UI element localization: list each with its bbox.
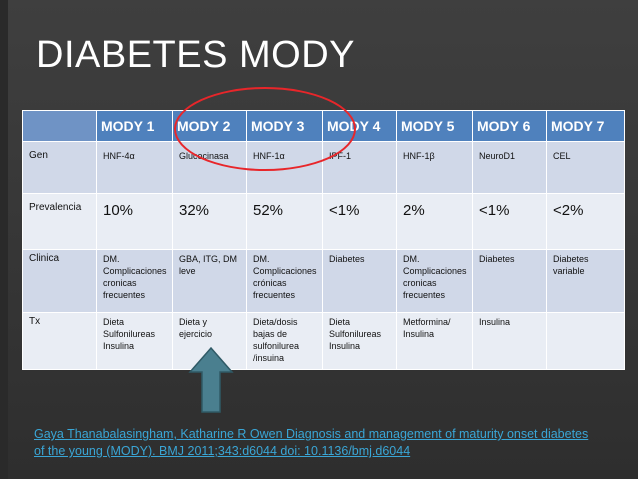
left-accent-bar bbox=[0, 0, 8, 479]
table-cell: 2% bbox=[396, 193, 473, 250]
highlight-circle bbox=[174, 87, 356, 171]
row-label: Gen bbox=[22, 141, 97, 194]
table-cell: HNF-4α bbox=[96, 141, 173, 194]
table-cell: DM. Complicaciones crónicas frecuentes bbox=[246, 249, 323, 313]
slide-title: DIABETES MODY bbox=[36, 34, 355, 76]
header-mody-6: MODY 6 bbox=[472, 110, 547, 142]
table-cell: <1% bbox=[322, 193, 397, 250]
table-cell: Diabetes bbox=[322, 249, 397, 313]
table-cell: CEL bbox=[546, 141, 625, 194]
table-cell: <1% bbox=[472, 193, 547, 250]
table-cell: Diabetes bbox=[472, 249, 547, 313]
table-cell: DM. Complicaciones cronicas frecuentes bbox=[396, 249, 473, 313]
up-arrow-icon bbox=[188, 346, 234, 413]
table-cell: Dieta Sulfonilureas Insulina bbox=[322, 312, 397, 370]
citation-link[interactable]: Gaya Thanabalasingham, Katharine R Owen … bbox=[34, 427, 589, 458]
table-cell: Dieta/dosis bajas de sulfonilurea /insui… bbox=[246, 312, 323, 370]
row-label: Prevalencia bbox=[22, 193, 97, 250]
row-label: Tx bbox=[22, 312, 97, 370]
table-row-clinica: Clinica DM. Complicaciones cronicas frec… bbox=[22, 249, 625, 313]
table-cell bbox=[546, 312, 625, 370]
table-cell: Dieta Sulfonilureas Insulina bbox=[96, 312, 173, 370]
header-mody-7: MODY 7 bbox=[546, 110, 625, 142]
table-cell: Metformina/ Insulina bbox=[396, 312, 473, 370]
header-corner bbox=[22, 110, 97, 142]
table-cell: NeuroD1 bbox=[472, 141, 547, 194]
table-row-tx: Tx Dieta Sulfonilureas Insulina Dieta y … bbox=[22, 312, 625, 370]
table-cell: Insulina bbox=[472, 312, 547, 370]
table-cell: DM. Complicaciones cronicas frecuentes bbox=[96, 249, 173, 313]
table-row-prevalencia: Prevalencia 10% 32% 52% <1% 2% <1% <2% bbox=[22, 193, 625, 250]
table-cell: Diabetes variable bbox=[546, 249, 625, 313]
table-cell: IPF-1 bbox=[322, 141, 397, 194]
table-cell: 52% bbox=[246, 193, 323, 250]
header-mody-1: MODY 1 bbox=[96, 110, 173, 142]
header-mody-5: MODY 5 bbox=[396, 110, 473, 142]
row-label: Clinica bbox=[22, 249, 97, 313]
table-cell: GBA, ITG, DM leve bbox=[172, 249, 247, 313]
table-cell: HNF-1β bbox=[396, 141, 473, 194]
table-cell: <2% bbox=[546, 193, 625, 250]
table-cell: 32% bbox=[172, 193, 247, 250]
table-cell: 10% bbox=[96, 193, 173, 250]
table-cell: Dieta y ejercicio bbox=[172, 312, 247, 370]
